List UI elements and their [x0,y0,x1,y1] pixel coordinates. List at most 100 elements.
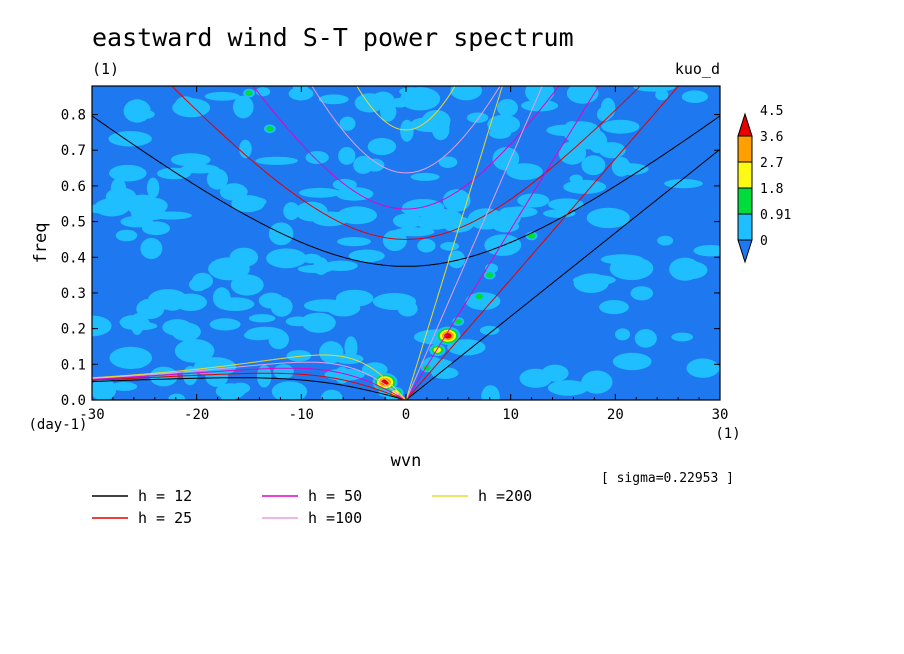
colorbar-segment [737,213,753,241]
x-tick-label: -20 [184,407,209,423]
spectrum-patch [466,112,489,123]
spectrum-patch [337,237,371,247]
spectrum-patch [168,393,185,400]
spectrum-patch [146,177,160,199]
spectrum-patch [442,189,471,212]
inertia-gravity-curve [92,115,720,267]
spectrum-patch [581,155,606,176]
y-tick-label: 0.5 [61,215,86,231]
colorbar-segment [737,187,753,215]
y-tick-label: 0.4 [61,250,86,266]
spectrum-patch [206,168,228,190]
y-tick-label: 0.6 [61,179,86,195]
spectrum-patch [108,131,152,147]
legend: h = 12 h = 25 h = 50 h =100 h =200 [92,487,532,527]
spectrum-patch [657,235,674,246]
y-axis-label: freq [31,223,51,264]
spectrum-patch [686,358,720,378]
spectrum-patch [255,156,298,165]
spectrum-patch [630,286,654,301]
spectrum-patch [208,257,250,281]
spectrum-patch [130,313,144,335]
spectrum-patch [219,183,248,201]
spectrum-patch [318,94,349,105]
spectrum-patch [671,332,694,342]
spectrum-patch [92,315,112,337]
spectrum-hotspot [266,126,274,132]
spectrum-patch [320,389,343,400]
spectrum-patch [243,330,274,341]
spectrum-patch [162,319,193,336]
spectrum-patch [410,116,450,133]
spectrum-patch [586,207,630,229]
spectrum-patch [547,380,589,396]
spectrum-patch [209,318,241,331]
spectrum-hotspot [391,390,400,396]
spectrum-patch [677,258,690,278]
spectrum-patch [125,194,160,216]
rossby-curve [92,361,407,400]
spectrum-hotspot [245,90,253,96]
spectrum-patch [305,151,329,164]
spectrum-patch [681,90,709,103]
x-tick-label: 0 [402,407,410,423]
spectrum-patch [517,193,550,208]
spectrum-patch [497,99,518,117]
spectrum-patch [344,336,358,359]
chart-title: eastward wind S-T power spectrum [92,23,574,52]
colorbar-bottom-arrow [737,239,753,264]
spectrum-patch [569,174,583,184]
legend-label: h =200 [478,487,532,505]
spectrum-patch [541,364,569,382]
colorbar-label: 1.8 [760,182,783,197]
spectrum-patch [230,382,251,394]
spectrum-patch [600,254,644,265]
spectrum-patch [431,367,459,379]
y-tick-label: 0.2 [61,322,86,338]
x-tick-label: 10 [502,407,519,423]
spectrum-patch [109,164,147,182]
spectrum-patch [136,298,165,319]
x-axis: -30 -20 -10 0 10 20 30 [79,86,728,423]
spectrum-patch [382,230,407,251]
spectrum-patch [612,163,649,175]
y-tick-label: 0.7 [61,143,86,159]
inertia-gravity-curve [311,86,501,174]
spectrum-patch [543,209,576,218]
spectrum-patch [568,132,606,148]
spectrum-patch [115,229,138,242]
spectrum-patch [371,91,395,109]
spectrum-hotspot [486,272,494,278]
spectrum-patch [450,86,482,101]
spectrum-patch [92,378,117,400]
inertia-gravity-curve [171,86,641,240]
spectrum-patch [365,158,385,172]
kelvin-curve [405,86,680,400]
colorbar-label: 0.91 [760,208,791,223]
legend-label: h =100 [308,509,362,527]
spectrum-patch [174,293,207,311]
spectrum-patch [479,325,500,335]
spectrum-patch [415,214,453,230]
plot-area [92,86,720,400]
spectrum-patch [140,237,163,260]
x-tick-label: -30 [79,407,104,423]
x-axis-label: wvn [391,451,422,471]
rossby-curve [92,377,407,400]
spectrum-patch [417,238,436,253]
spectrum-patch [573,274,616,286]
spectrum-patch [288,87,314,101]
spectrum-patch [298,187,342,198]
rossby-curve [92,372,407,400]
spectrum-patch [401,204,437,216]
inertia-gravity-curve [356,86,456,131]
legend-label: h = 25 [138,509,192,527]
y-axis: 0.0 0.1 0.2 0.3 0.4 0.5 0.6 0.7 0.8 [61,108,720,409]
spectrum-patch [467,208,505,230]
spectrum-patch [92,204,111,214]
spectrum-patch [266,248,307,269]
subtitle-right: kuo_d [675,60,720,78]
spectrum-patch [598,142,626,159]
spectrum-patch [170,153,211,167]
spectrum-patch [303,312,332,325]
